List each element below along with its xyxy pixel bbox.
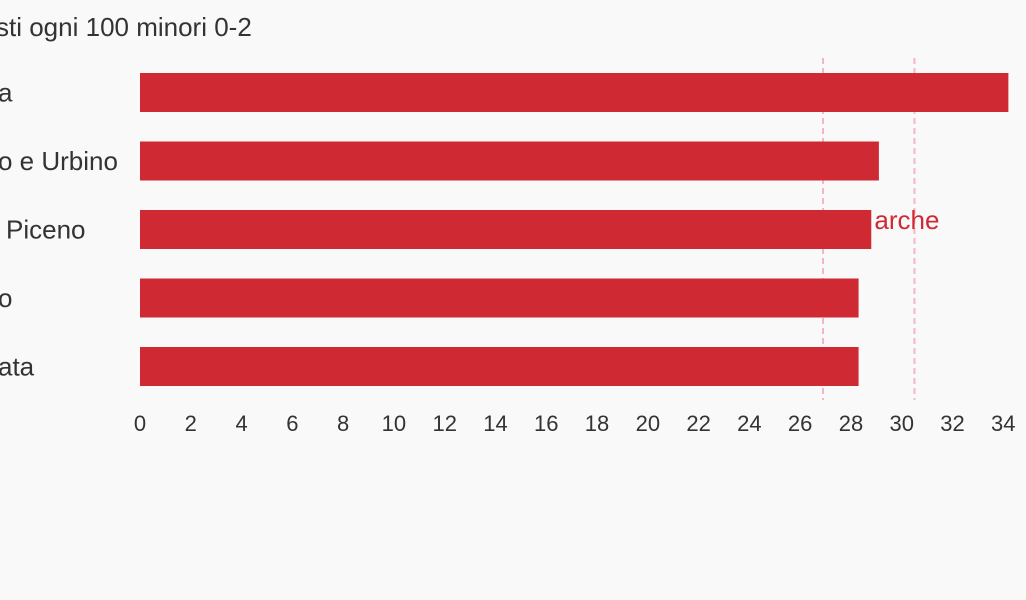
category-label-0: a — [0, 78, 13, 108]
x-tick-label-6: 12 — [432, 411, 456, 436]
x-tick-label-2: 4 — [235, 411, 247, 436]
x-tick-label-8: 16 — [534, 411, 558, 436]
category-label-3: o — [0, 283, 12, 313]
chart-title: sti ogni 100 minori 0-2 — [0, 12, 252, 42]
bar-2 — [140, 210, 872, 249]
x-tick-label-14: 28 — [839, 411, 863, 436]
x-tick-label-10: 20 — [636, 411, 660, 436]
reference-labels: arche — [874, 205, 939, 235]
bar-4 — [140, 347, 859, 386]
x-tick-label-12: 24 — [737, 411, 761, 436]
reference-label-1: arche — [874, 205, 939, 235]
x-tick-label-0: 0 — [134, 411, 146, 436]
bar-0 — [140, 73, 1009, 112]
x-tick-label-17: 34 — [991, 411, 1015, 436]
x-tick-label-15: 30 — [889, 411, 913, 436]
x-tick-label-11: 22 — [686, 411, 710, 436]
category-labels: a o e Urbino Piceno o ata — [0, 78, 118, 382]
x-tick-label-9: 18 — [585, 411, 609, 436]
x-tick-label-4: 8 — [337, 411, 349, 436]
x-tick-labels: 0 2 4 6 8 10 12 14 16 18 20 22 24 26 28 30 32 34 — [134, 411, 1016, 436]
bar-1 — [140, 141, 879, 181]
x-tick-label-3: 6 — [286, 411, 298, 436]
bars-group — [140, 73, 1009, 386]
category-label-2: Piceno — [6, 215, 86, 245]
category-label-1: o e Urbino — [0, 146, 118, 176]
bar-3 — [140, 278, 859, 318]
x-tick-label-7: 14 — [483, 411, 507, 436]
category-label-4: ata — [0, 352, 35, 382]
x-tick-label-5: 10 — [382, 411, 406, 436]
x-tick-label-16: 32 — [940, 411, 964, 436]
x-tick-label-1: 2 — [185, 411, 197, 436]
x-tick-label-13: 26 — [788, 411, 812, 436]
